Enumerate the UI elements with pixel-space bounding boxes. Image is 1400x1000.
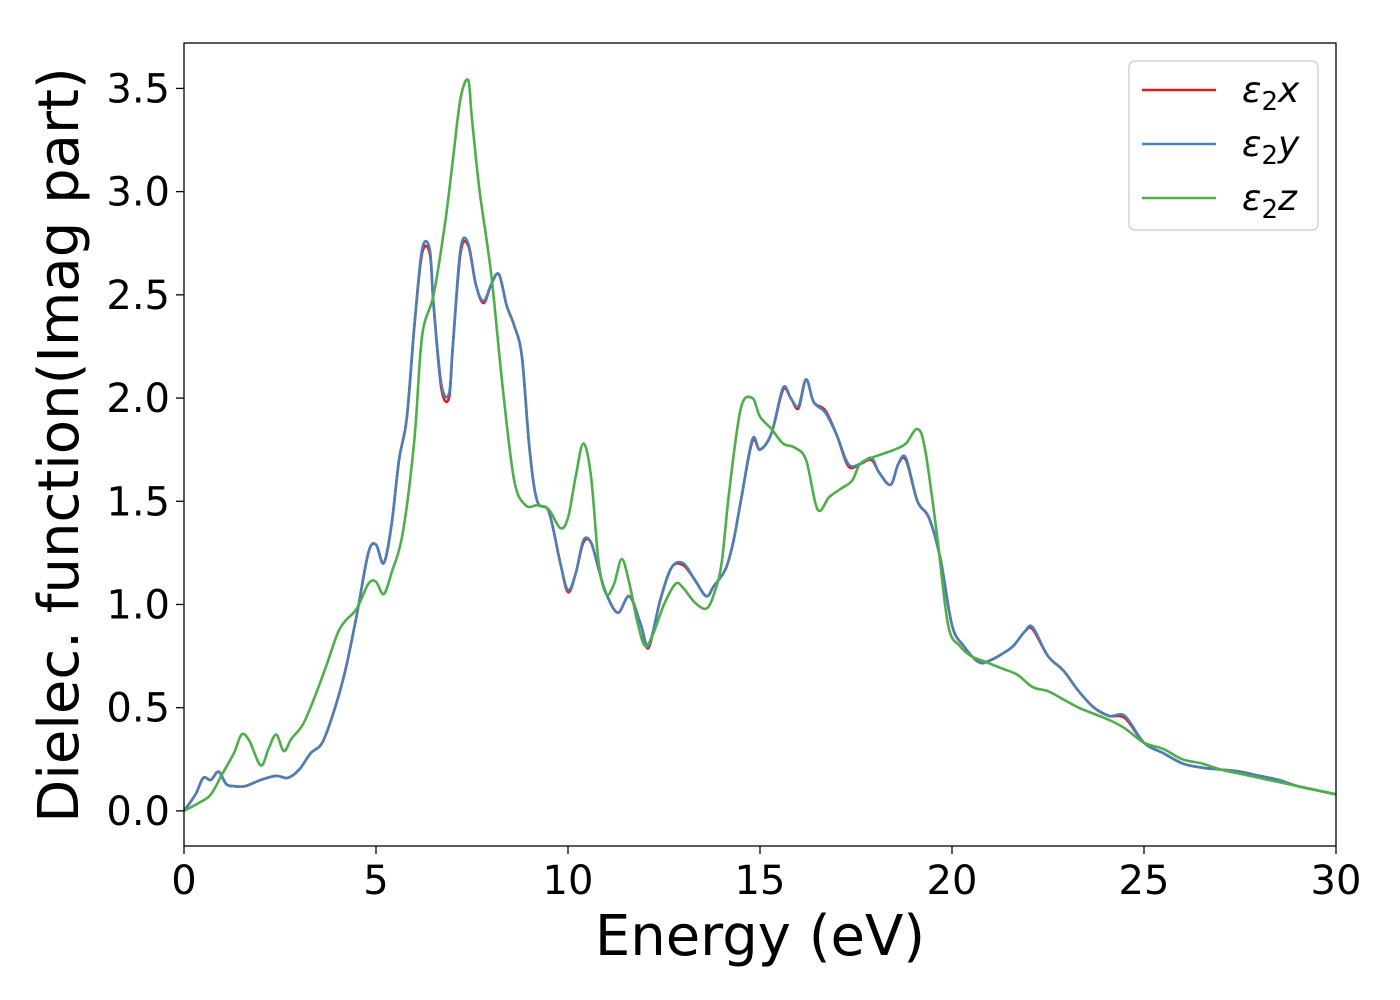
y-tick-label: 1.5 [106, 479, 170, 525]
x-tick-label: 0 [171, 858, 196, 904]
y-tick-label: 1.0 [106, 582, 170, 628]
legend-label-x: ε2x [1242, 70, 1300, 117]
series-line-z [184, 78, 1336, 813]
y-axis-ticks: 0.0 0.5 1.0 1.5 2.0 2.5 3.0 3.5 [106, 66, 184, 835]
x-tick-label: 25 [1119, 858, 1170, 904]
y-tick-label: 0.5 [106, 686, 170, 732]
x-tick-label: 10 [543, 858, 594, 904]
y-tick-label: 0.0 [106, 789, 170, 835]
y-tick-label: 2.0 [106, 376, 170, 422]
x-axis-label: Energy (eV) [595, 904, 925, 969]
series-line-y [184, 236, 1336, 813]
x-tick-label: 5 [363, 858, 388, 904]
y-tick-label: 2.5 [106, 273, 170, 319]
x-tick-label: 15 [735, 858, 786, 904]
x-tick-label: 30 [1311, 858, 1362, 904]
y-tick-label: 3.0 [106, 170, 170, 216]
legend-label-z: ε2z [1242, 178, 1298, 225]
legend-box [1128, 60, 1319, 231]
legend: ε2x ε2y ε2z [1128, 60, 1319, 231]
legend-label-y: ε2y [1242, 124, 1300, 171]
x-axis-ticks: 0 5 10 15 20 25 30 [171, 846, 1361, 904]
y-axis-label: Dielec. function(Imag part) [27, 67, 92, 823]
y-tick-label: 3.5 [106, 66, 170, 112]
series-layer [184, 78, 1336, 813]
x-tick-label: 20 [927, 858, 978, 904]
